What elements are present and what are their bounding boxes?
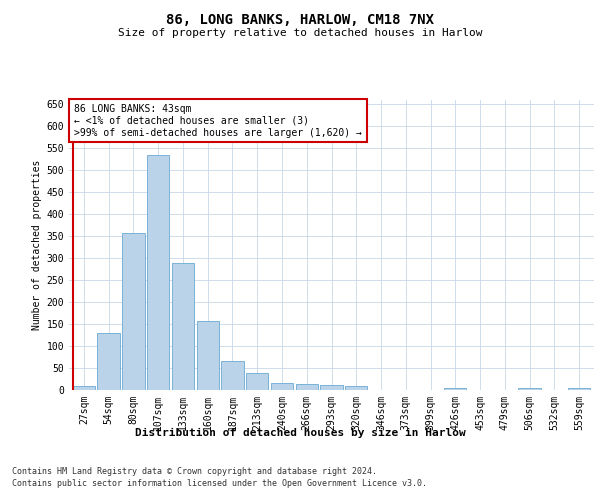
Bar (568, 388, 590, 390)
Text: Distribution of detached houses by size in Harlow: Distribution of detached houses by size … (134, 428, 466, 438)
Text: Size of property relative to detached houses in Harlow: Size of property relative to detached ho… (118, 28, 482, 38)
Text: Contains public sector information licensed under the Open Government Licence v3: Contains public sector information licen… (12, 479, 427, 488)
Text: Contains HM Land Registry data © Crown copyright and database right 2024.: Contains HM Land Registry data © Crown c… (12, 468, 377, 476)
Bar (320, 384, 343, 390)
Y-axis label: Number of detached properties: Number of detached properties (32, 160, 43, 330)
Text: 86 LONG BANKS: 43sqm
← <1% of detached houses are smaller (3)
>99% of semi-detac: 86 LONG BANKS: 43sqm ← <1% of detached h… (74, 104, 362, 138)
Bar (197, 321, 219, 390)
Bar (296, 384, 318, 390)
Bar (122, 232, 145, 390)
Bar (97, 333, 120, 390)
Text: 86, LONG BANKS, HARLOW, CM18 7NX: 86, LONG BANKS, HARLOW, CM18 7NX (166, 12, 434, 26)
Bar (246, 374, 268, 390)
Bar (444, 388, 466, 390)
Bar (73, 386, 95, 390)
Bar (518, 388, 541, 390)
Bar (345, 386, 367, 390)
Bar (221, 362, 244, 390)
Bar (271, 382, 293, 390)
Bar (172, 262, 194, 390)
Bar (147, 155, 169, 390)
